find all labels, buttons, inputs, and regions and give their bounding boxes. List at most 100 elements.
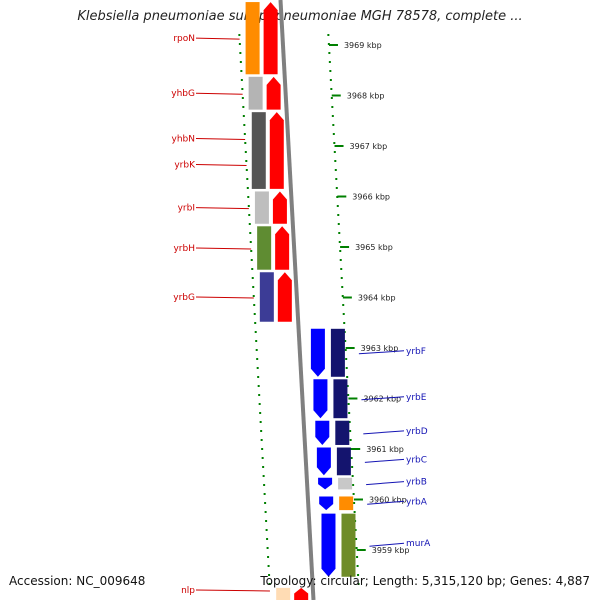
track-dot (249, 241, 252, 243)
gene-name: yrbD (406, 427, 428, 437)
gene-yhbN[interactable] (251, 112, 284, 189)
track-dot (352, 484, 355, 486)
track-dot (263, 484, 266, 486)
gene-arrow (275, 226, 290, 270)
track-dot (263, 493, 266, 495)
gene-yrbG[interactable] (259, 272, 292, 322)
gene-arrow (269, 112, 284, 189)
track-dot (238, 43, 241, 45)
gene-label-yrbI: yrbI (178, 204, 249, 214)
gene-arrow (313, 379, 328, 419)
track-dot (258, 403, 261, 405)
track-dot (346, 376, 349, 378)
track-dot (265, 520, 268, 522)
track-dot (268, 574, 271, 576)
backbone-line (278, 0, 316, 600)
track-dot (357, 574, 360, 576)
track-dot (332, 124, 335, 126)
track-dot (347, 394, 350, 396)
track-dot (238, 34, 241, 36)
track-dot (239, 52, 242, 54)
gene-cog-block (335, 420, 350, 445)
track-dot (348, 421, 351, 423)
gene-name: yrbC (406, 455, 427, 465)
track-dot (250, 259, 253, 261)
gene-name: yhbN (172, 135, 195, 145)
gene-yrbC[interactable] (316, 447, 351, 476)
track-dot (267, 556, 270, 558)
track-dot (340, 277, 343, 279)
track-dot (336, 196, 339, 198)
track-dot (340, 268, 343, 270)
gene-name: yrbE (406, 393, 427, 403)
gene-name: yrbF (406, 347, 426, 357)
tick-label: 3966 kbp (352, 193, 390, 202)
track-dot (331, 106, 334, 108)
gene-features[interactable] (245, 2, 356, 600)
track-dot (251, 277, 254, 279)
gene-arrow (316, 447, 331, 476)
gene-rpoN[interactable] (245, 2, 278, 75)
gene-cog-block (257, 226, 272, 270)
gene-label-yhbN: yhbN (172, 135, 246, 145)
gene-name: yhbG (171, 89, 195, 99)
accession-label: Accession: NC_009648 (9, 574, 146, 588)
track-dot (265, 529, 268, 531)
gene-label-yrbH: yrbH (173, 244, 252, 254)
track-dot (341, 295, 344, 297)
track-dot (261, 448, 264, 450)
track-dot (251, 268, 254, 270)
gene-murA[interactable] (321, 513, 356, 577)
gene-cog-block (338, 477, 353, 490)
gene-arrow (318, 477, 333, 490)
track-dot (268, 583, 271, 585)
gene-yrbA[interactable] (319, 496, 354, 511)
gene-nlp[interactable] (276, 587, 309, 600)
track-dot (266, 547, 269, 549)
gene-cog-block (245, 2, 260, 75)
track-dot (267, 565, 270, 567)
track-dot (347, 403, 350, 405)
gene-yrbE[interactable] (313, 379, 348, 419)
track-dot (254, 322, 257, 324)
gene-yhbG[interactable] (248, 76, 281, 110)
track-dot (334, 169, 337, 171)
track-dot (258, 394, 261, 396)
tick-label: 3965 kbp (355, 243, 393, 252)
tick-label: 3960 kbp (369, 496, 407, 505)
track-dot (331, 115, 334, 117)
tick-label: 3961 kbp (366, 445, 404, 454)
kbp-ticks: 3969 kbp 3968 kbp 3967 kbp 3966 kbp 3965 kbp… (328, 41, 409, 555)
track-dot (339, 259, 342, 261)
gene-label-rpoN: rpoN (173, 34, 240, 44)
track-dot (356, 556, 359, 558)
track-dot (335, 178, 338, 180)
track-dot (350, 457, 353, 459)
track-dot (250, 250, 253, 252)
gene-yrbD[interactable] (315, 420, 350, 445)
gene-cog-block (248, 76, 263, 110)
gene-cog-block (336, 447, 351, 476)
tick-label: 3962 kbp (363, 395, 401, 404)
gene-label-yrbK: yrbK (174, 161, 247, 171)
track-dot (260, 430, 263, 432)
track-dot (339, 250, 342, 252)
track-dot (262, 466, 265, 468)
track-dot (240, 79, 243, 81)
track-dot (353, 511, 356, 513)
gene-yrbB[interactable] (318, 477, 353, 490)
track-dot (343, 322, 346, 324)
gene-arrow (315, 420, 330, 445)
gene-label-yrbE: yrbE (361, 393, 427, 403)
track-dot (337, 223, 340, 225)
track-dot (330, 97, 333, 99)
track-dot (247, 205, 250, 207)
track-dot (344, 340, 347, 342)
gene-yrbI[interactable] (254, 191, 287, 224)
gene-yrbF[interactable] (310, 328, 345, 377)
track-dot (329, 79, 332, 81)
track-dot (327, 43, 330, 45)
map-title: Klebsiella pneumoniae subsp. pneumoniae … (77, 9, 523, 24)
gene-yrbH[interactable] (257, 226, 290, 270)
